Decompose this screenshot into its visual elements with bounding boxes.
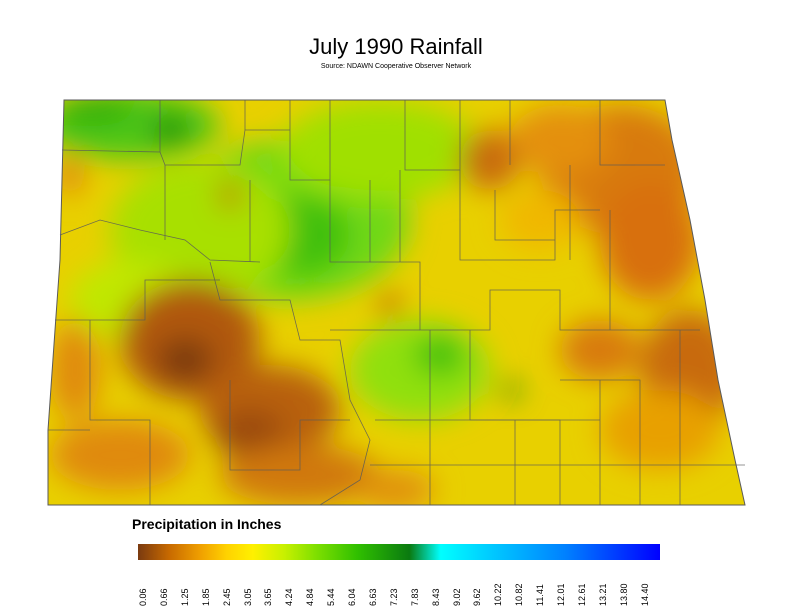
legend-tick-label: 1.85 <box>201 566 213 606</box>
legend-tick-label: 8.43 <box>431 566 443 606</box>
legend-color-bar <box>138 544 660 560</box>
legend-tick-label: 4.84 <box>305 566 317 606</box>
legend-tick-label: 10.22 <box>493 566 505 606</box>
legend-tick-text: 1.25 <box>179 588 190 606</box>
legend-tick-text: 11.41 <box>535 584 546 606</box>
legend-tick-text: 13.80 <box>618 583 629 606</box>
legend-tick-label: 9.62 <box>472 566 484 606</box>
legend-tick-text: 5.44 <box>326 588 337 606</box>
legend-tick-label: 7.83 <box>410 566 422 606</box>
legend-tick-text: 3.05 <box>242 588 253 606</box>
legend-tick-text: 1.85 <box>200 588 211 606</box>
legend-tick-label: 11.41 <box>535 566 547 606</box>
legend-tick-label: 10.82 <box>514 566 526 606</box>
legend-tick-label: 0.06 <box>138 566 150 606</box>
legend-tick-text: 10.82 <box>514 583 525 606</box>
legend-tick-label: 2.45 <box>222 566 234 606</box>
legend-tick-text: 6.63 <box>367 588 378 606</box>
legend-tick-text: 0.66 <box>158 588 169 606</box>
legend-tick-text: 7.83 <box>409 588 420 606</box>
legend-tick-text: 6.04 <box>347 588 357 606</box>
legend-tick-label: 13.80 <box>619 566 631 606</box>
legend-tick-text: 8.43 <box>430 588 441 606</box>
map-title: July 1990 Rainfall <box>309 34 483 59</box>
legend-tick-label: 13.21 <box>598 566 610 606</box>
legend-tick-label: 4.24 <box>284 566 296 606</box>
county-borders <box>48 100 745 506</box>
map-subtitle: Source: NDAWN Cooperative Observer Netwo… <box>320 63 472 70</box>
legend-tick-label: 3.05 <box>243 566 255 606</box>
legend-tick-label: 6.04 <box>347 566 359 606</box>
legend-tick-text: 9.62 <box>472 588 483 606</box>
legend-tick-text: 10.22 <box>493 583 504 606</box>
legend-tick-label: 6.63 <box>368 566 380 606</box>
legend-tick-text: 4.24 <box>284 588 295 606</box>
legend-title: Precipitation in Inches <box>132 516 282 532</box>
legend-tick-text: 12.61 <box>576 583 587 606</box>
legend-tick-text: 14.40 <box>639 583 650 606</box>
legend-tick-text: 0.06 <box>138 588 148 606</box>
precipitation-surface <box>48 100 745 505</box>
legend-tick-label: 3.65 <box>263 566 275 606</box>
legend-tick-label: 14.40 <box>640 566 652 606</box>
legend-tick-text: 13.21 <box>597 583 608 606</box>
legend-tick-text: 2.45 <box>221 588 232 606</box>
legend-tick-label: 12.61 <box>577 566 589 606</box>
legend-tick-text: 9.02 <box>451 588 462 606</box>
legend-tick-label: 0.66 <box>159 566 171 606</box>
legend-tick-text: 3.65 <box>263 588 274 606</box>
legend-tick-text: 4.84 <box>305 588 316 606</box>
legend-tick-label: 5.44 <box>326 566 338 606</box>
state-outline <box>47 99 746 506</box>
legend-tick-label: 12.01 <box>556 566 568 606</box>
legend-tick-label: 1.25 <box>180 566 192 606</box>
legend-tick-label: 9.02 <box>452 566 464 606</box>
legend-tick-text: 7.23 <box>388 588 399 606</box>
legend-tick-text: 12.01 <box>556 583 566 606</box>
legend-tick-label: 7.23 <box>389 566 401 606</box>
